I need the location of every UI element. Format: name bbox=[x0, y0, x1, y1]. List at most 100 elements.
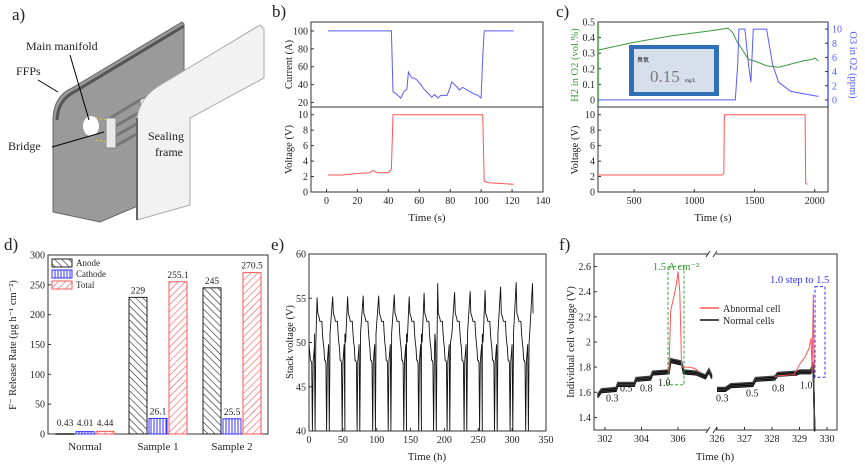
x-tick-label: 0 bbox=[324, 196, 329, 207]
y-tick-label: 2 bbox=[586, 338, 591, 349]
y-tick-label: 100 bbox=[293, 26, 308, 37]
x-tick-label: 140 bbox=[536, 196, 551, 207]
x-tick-label: 326 bbox=[710, 434, 725, 445]
arrow-bridge bbox=[51, 131, 105, 148]
x-axis-label: Time (s) bbox=[694, 212, 732, 224]
bridge bbox=[105, 117, 117, 149]
x-axis-label: Time (h) bbox=[408, 451, 447, 463]
x-tick-label: 300 bbox=[505, 435, 520, 446]
series-normal-cells bbox=[597, 361, 713, 399]
legend-label: Abnormal cell bbox=[723, 304, 781, 315]
y-tick-label: 0 bbox=[303, 188, 308, 199]
y-tick-label: 2 bbox=[303, 172, 308, 183]
x-tick-label: 0 bbox=[307, 435, 312, 446]
label-ffps: FFPs bbox=[16, 64, 41, 78]
panel-label-c: c) bbox=[556, 2, 569, 21]
label-main-manifold: Main manifold bbox=[26, 39, 98, 53]
x-category-label: Sample 2 bbox=[211, 441, 252, 453]
y-tick-label: 0.4 bbox=[583, 33, 596, 44]
series-normal-cells bbox=[717, 365, 816, 431]
y-tick-label: 100 bbox=[30, 370, 45, 381]
bar-value-label: 25.5 bbox=[224, 408, 241, 418]
series-voltage bbox=[598, 114, 808, 185]
y-tick-label: 10 bbox=[585, 110, 595, 121]
y-tick-label: 300 bbox=[30, 251, 45, 262]
y-tick-label: 2 bbox=[832, 81, 837, 92]
y-axis-label: Current (A) bbox=[284, 39, 295, 89]
panel-label-f: f) bbox=[559, 235, 570, 254]
x-tick-label: 306 bbox=[671, 434, 686, 445]
y-tick-label: 6 bbox=[303, 141, 308, 152]
bar-value-label: 4.01 bbox=[77, 419, 94, 429]
bar-value-label: 26.1 bbox=[150, 407, 167, 417]
y-tick-label: 60 bbox=[296, 250, 306, 261]
series-abnormal-cell bbox=[668, 271, 701, 373]
y-tick-label: 0 bbox=[590, 95, 595, 106]
y-tick-label: 2.6 bbox=[579, 262, 592, 273]
series-o3-in-o2 bbox=[598, 28, 819, 101]
series-voltage bbox=[328, 114, 514, 185]
y-tick-label: 8 bbox=[303, 126, 308, 137]
y-tick-label: 80 bbox=[298, 44, 308, 55]
y-tick-label: 250 bbox=[30, 280, 45, 291]
bar-value-label: 4.44 bbox=[97, 419, 114, 429]
y-tick-label: 2.4 bbox=[579, 287, 592, 298]
x-tick-label: 80 bbox=[445, 196, 455, 207]
axis-break-bottom bbox=[708, 426, 716, 434]
x-tick-label: 329 bbox=[792, 434, 807, 445]
y-tick-label: 0.1 bbox=[583, 80, 596, 91]
y-tick-label: 1.4 bbox=[579, 413, 592, 424]
annotation-box-1: 1.5 A cm⁻² bbox=[653, 262, 699, 273]
x-tick-label: 350 bbox=[539, 435, 554, 446]
bar-value-label: 255.1 bbox=[167, 271, 189, 281]
series-stack-voltage bbox=[308, 282, 534, 432]
y-tick-label: 1.6 bbox=[579, 388, 592, 399]
y-tick-label: 45 bbox=[296, 382, 306, 393]
plot-frame bbox=[597, 106, 829, 193]
series-current bbox=[328, 30, 514, 100]
legend-label: Cathode bbox=[76, 269, 106, 279]
bar-anode bbox=[55, 433, 75, 435]
chart-d: 0 50 100 150 200 250 300 Normal Sample 1 Sample 2… bbox=[8, 251, 269, 453]
bar-value-label: 245 bbox=[205, 277, 220, 287]
x-tick-label: 302 bbox=[598, 434, 613, 445]
x-tick-label: 327 bbox=[737, 434, 752, 445]
x-tick-label: 100 bbox=[369, 435, 384, 446]
x-tick-label: 500 bbox=[627, 196, 642, 207]
axis-break-top bbox=[708, 250, 716, 258]
bar-value-label: 270.5 bbox=[241, 262, 263, 272]
label-frame: frame bbox=[155, 145, 183, 159]
x-tick-label: 304 bbox=[634, 434, 649, 445]
y-tick-label: 40 bbox=[298, 80, 308, 91]
x-tick-label: 20 bbox=[352, 196, 362, 207]
y-tick-label: 10 bbox=[832, 25, 842, 36]
y-axis-label: Voltage (V) bbox=[284, 124, 295, 174]
bar-total bbox=[168, 281, 188, 435]
axis-break-mark bbox=[712, 250, 718, 258]
y-tick-label: 40 bbox=[296, 427, 306, 438]
plate-edge bbox=[55, 24, 185, 121]
x-tick-label: 40 bbox=[383, 196, 393, 207]
bar-cathode bbox=[148, 417, 168, 435]
y-axis-label: Voltage (V) bbox=[570, 125, 581, 175]
y-tick-label: 6 bbox=[590, 141, 595, 152]
y-tick-label: 20 bbox=[298, 98, 308, 109]
current-step-label: 1.0 bbox=[658, 378, 671, 389]
legend-label: Total bbox=[76, 280, 95, 290]
bar-total bbox=[242, 272, 262, 435]
current-step-label: 0.8 bbox=[640, 383, 653, 394]
y-axis-label: F⁻ Release Rate (μg h⁻¹ cm⁻²) bbox=[8, 280, 19, 410]
label-sealing: Sealing bbox=[148, 129, 184, 143]
annotation-box-2: 1.0 step to 1.5 bbox=[770, 275, 829, 286]
series-normal-cells bbox=[717, 362, 816, 428]
bar-total bbox=[95, 430, 115, 435]
sealing-frame bbox=[136, 24, 265, 221]
legend-swatch-anode bbox=[51, 258, 73, 268]
chart-c: 0 0.1 0.2 0.3 0.4 0.5 0 2 4 6 8 10 臭氧0.15 mg/L H2 in O… bbox=[570, 18, 858, 225]
y-tick-label: 2.2 bbox=[579, 312, 592, 323]
inset-title: 臭氧 bbox=[637, 56, 649, 64]
inset-screen bbox=[634, 49, 714, 92]
series-normal-cells bbox=[717, 364, 816, 431]
